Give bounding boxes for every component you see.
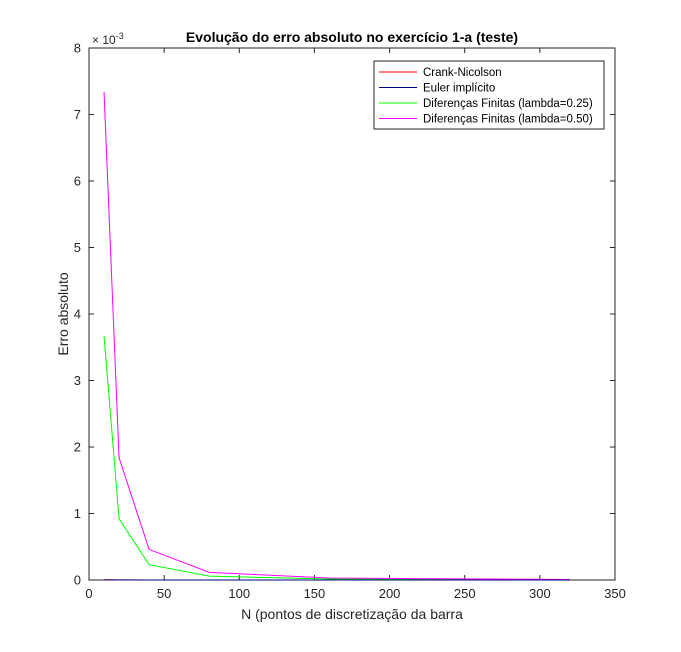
legend-entry-label: Diferenças Finitas (lambda=0.25) bbox=[423, 98, 593, 110]
x-tick-label: 200 bbox=[379, 586, 401, 601]
y-exponent-label: × 10-3 bbox=[92, 31, 124, 47]
legend-entry-label: Euler implícito bbox=[423, 83, 495, 95]
series-lines bbox=[103, 91, 570, 581]
y-tick-label: 6 bbox=[74, 174, 81, 189]
y-tick-label: 5 bbox=[74, 240, 81, 255]
x-tick-label: 50 bbox=[157, 586, 171, 601]
x-tick-label: 250 bbox=[454, 586, 476, 601]
y-axis-label: Erro absoluto bbox=[55, 272, 71, 355]
legend-entry-label: Diferenças Finitas (lambda=0.50) bbox=[423, 114, 593, 126]
x-tick-label: 100 bbox=[228, 586, 250, 601]
y-tick-label: 1 bbox=[74, 506, 81, 521]
y-axis: 0 1 2 3 4 5 6 7 8 bbox=[74, 41, 615, 588]
x-tick-label: 0 bbox=[85, 586, 92, 601]
x-tick-label: 300 bbox=[529, 586, 551, 601]
y-tick-label: 8 bbox=[74, 41, 81, 56]
y-exponent-base: × 10 bbox=[92, 33, 116, 47]
series-line-4 bbox=[103, 91, 570, 581]
chart-title: Evolução do erro absoluto no exercício 1… bbox=[186, 29, 518, 45]
axes-box bbox=[88, 47, 616, 581]
y-tick-label: 7 bbox=[74, 107, 81, 122]
x-tick-label: 350 bbox=[604, 586, 626, 601]
x-axis-label: N (pontos de discretização da barra bbox=[241, 606, 463, 622]
x-tick-label: 150 bbox=[304, 586, 326, 601]
y-tick-label: 0 bbox=[74, 573, 81, 588]
series-line-3 bbox=[103, 335, 570, 581]
y-exponent-power: -3 bbox=[116, 31, 124, 41]
x-axis: 0 50 100 150 200 250 300 350 bbox=[85, 48, 626, 601]
legend-entry-label: Crank-Nicolson bbox=[423, 67, 502, 79]
legend: Crank-Nicolson Euler implícito Diferenças … bbox=[373, 60, 605, 130]
y-tick-label: 4 bbox=[74, 307, 81, 322]
plot-area: 0 50 100 150 200 250 300 350 0 1 2 3 4 5 6 7 8 bbox=[74, 41, 626, 602]
y-tick-label: 2 bbox=[74, 440, 81, 455]
y-tick-label: 3 bbox=[74, 373, 81, 388]
